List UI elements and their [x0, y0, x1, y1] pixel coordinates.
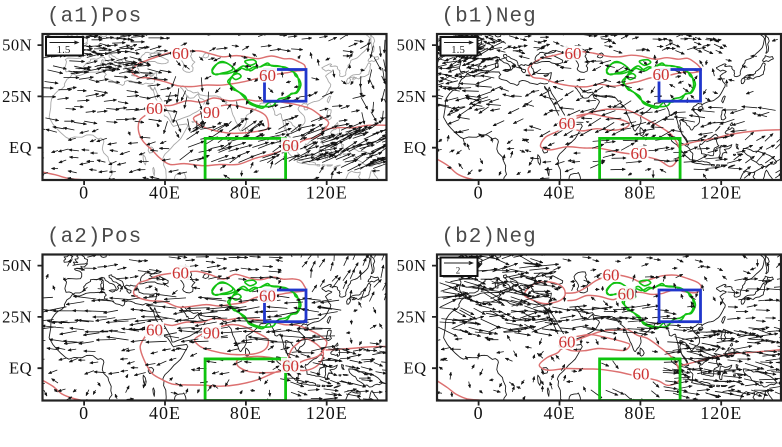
svg-text:120E: 120E [306, 183, 348, 203]
svg-text:EQ: EQ [404, 138, 427, 157]
svg-text:1.5: 1.5 [451, 44, 465, 56]
svg-text:60: 60 [259, 66, 276, 85]
svg-text:90: 90 [203, 324, 220, 343]
svg-text:80E: 80E [624, 403, 656, 423]
svg-text:0: 0 [474, 183, 484, 203]
svg-text:1.5: 1.5 [57, 44, 71, 56]
svg-text:40E: 40E [149, 403, 181, 423]
svg-text:(a2)Pos: (a2)Pos [47, 226, 142, 249]
svg-text:60: 60 [559, 114, 576, 133]
svg-text:60: 60 [146, 99, 163, 118]
svg-text:(b2)Neg: (b2)Neg [442, 226, 537, 249]
svg-text:120E: 120E [306, 403, 348, 423]
svg-text:25N: 25N [397, 87, 427, 106]
svg-text:60: 60 [631, 144, 648, 163]
svg-text:60: 60 [565, 44, 582, 63]
svg-text:120E: 120E [700, 403, 742, 423]
svg-text:60: 60 [633, 365, 650, 384]
svg-text:25N: 25N [2, 87, 32, 106]
svg-text:80E: 80E [230, 183, 262, 203]
svg-text:(b1)Neg: (b1)Neg [442, 6, 537, 29]
svg-text:60: 60 [653, 65, 670, 84]
svg-text:0: 0 [79, 403, 89, 423]
svg-text:60: 60 [618, 285, 635, 304]
svg-text:120E: 120E [700, 183, 742, 203]
svg-text:60: 60 [603, 266, 620, 285]
svg-text:50N: 50N [397, 256, 427, 275]
svg-text:2: 2 [456, 266, 461, 276]
svg-text:0: 0 [79, 183, 89, 203]
svg-text:60: 60 [259, 287, 276, 306]
svg-text:60: 60 [146, 321, 163, 340]
svg-text:40E: 40E [544, 403, 576, 423]
svg-text:EQ: EQ [404, 359, 427, 378]
svg-text:80E: 80E [624, 183, 656, 203]
svg-text:60: 60 [282, 136, 299, 155]
svg-text:(a1)Pos: (a1)Pos [47, 6, 142, 29]
svg-text:50N: 50N [2, 36, 32, 55]
svg-text:25N: 25N [397, 307, 427, 326]
svg-text:60: 60 [172, 44, 189, 63]
svg-text:60: 60 [282, 357, 299, 376]
svg-text:40E: 40E [149, 183, 181, 203]
svg-text:80E: 80E [230, 403, 262, 423]
svg-text:EQ: EQ [9, 359, 32, 378]
svg-text:25N: 25N [2, 307, 32, 326]
svg-text:60: 60 [172, 264, 189, 283]
svg-text:0: 0 [474, 403, 484, 423]
svg-text:60: 60 [559, 333, 576, 352]
svg-text:40E: 40E [544, 183, 576, 203]
svg-text:50N: 50N [2, 256, 32, 275]
svg-text:EQ: EQ [9, 138, 32, 157]
svg-text:90: 90 [203, 103, 220, 122]
svg-text:50N: 50N [397, 36, 427, 55]
